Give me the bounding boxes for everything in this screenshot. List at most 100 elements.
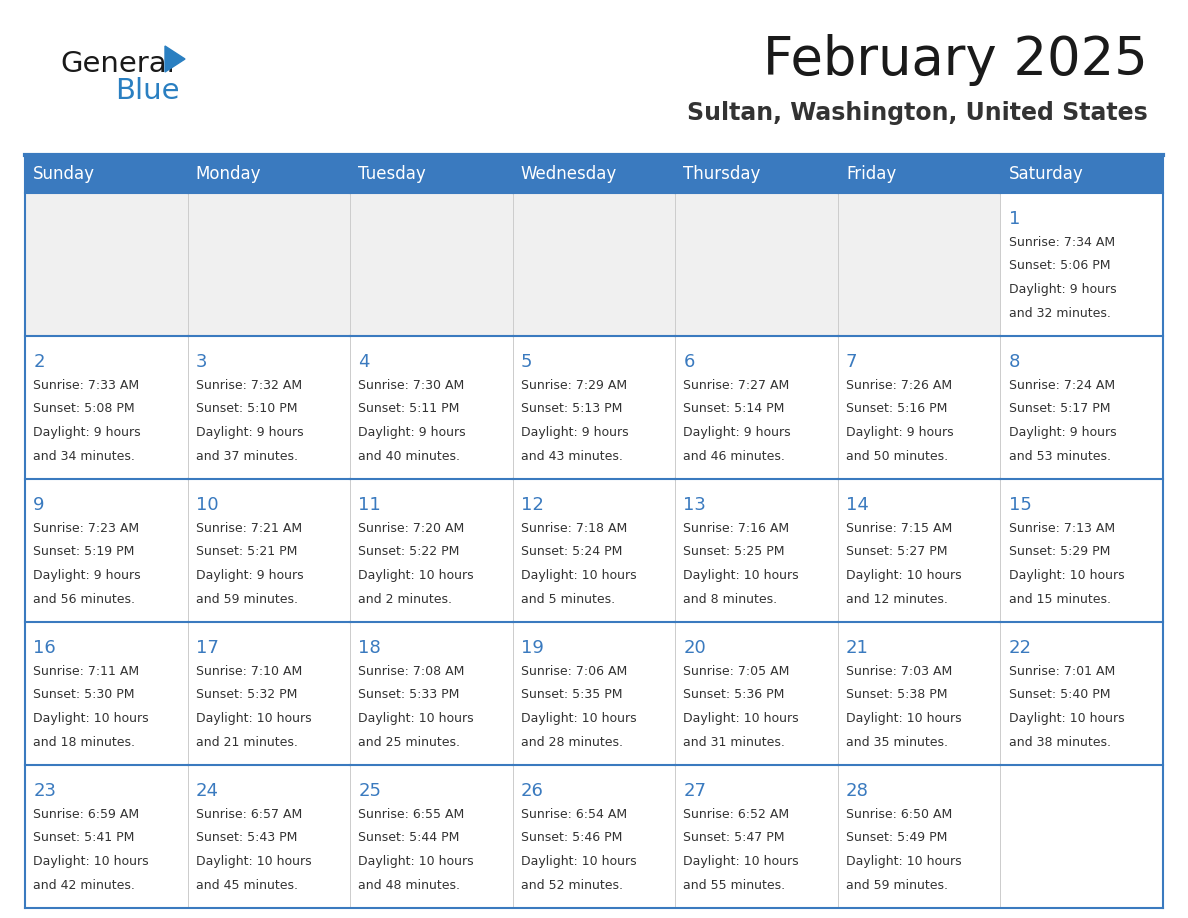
Text: Daylight: 10 hours: Daylight: 10 hours — [520, 712, 637, 725]
Text: 21: 21 — [846, 639, 868, 657]
Text: 22: 22 — [1009, 639, 1031, 657]
Bar — [25, 336, 188, 479]
Bar — [838, 336, 1000, 479]
Text: General: General — [61, 50, 175, 78]
Text: Daylight: 10 hours: Daylight: 10 hours — [1009, 569, 1124, 582]
Text: Sunrise: 7:21 AM: Sunrise: 7:21 AM — [196, 522, 302, 535]
Text: Daylight: 10 hours: Daylight: 10 hours — [520, 569, 637, 582]
Bar — [838, 765, 1000, 908]
Text: Sunrise: 6:55 AM: Sunrise: 6:55 AM — [359, 808, 465, 821]
Bar — [350, 336, 513, 479]
Bar — [838, 155, 1000, 193]
Text: and 25 minutes.: and 25 minutes. — [359, 735, 460, 749]
Text: 18: 18 — [359, 639, 381, 657]
Text: Sunrise: 7:24 AM: Sunrise: 7:24 AM — [1009, 379, 1114, 392]
Text: Friday: Friday — [846, 165, 896, 183]
Text: Sunset: 5:36 PM: Sunset: 5:36 PM — [683, 688, 785, 701]
Text: Daylight: 9 hours: Daylight: 9 hours — [1009, 426, 1117, 439]
Text: Daylight: 9 hours: Daylight: 9 hours — [846, 426, 954, 439]
Bar — [350, 622, 513, 765]
Text: Daylight: 9 hours: Daylight: 9 hours — [359, 426, 466, 439]
Text: and 53 minutes.: and 53 minutes. — [1009, 450, 1111, 463]
Bar — [1000, 622, 1163, 765]
Bar — [188, 193, 350, 336]
Text: and 21 minutes.: and 21 minutes. — [196, 735, 297, 749]
Text: and 43 minutes.: and 43 minutes. — [520, 450, 623, 463]
Text: Sunrise: 7:06 AM: Sunrise: 7:06 AM — [520, 665, 627, 677]
Bar — [838, 193, 1000, 336]
Text: Sunset: 5:27 PM: Sunset: 5:27 PM — [846, 545, 948, 558]
Bar — [188, 479, 350, 622]
Text: and 34 minutes.: and 34 minutes. — [33, 450, 135, 463]
Text: 3: 3 — [196, 353, 207, 371]
Text: Blue: Blue — [115, 77, 179, 105]
Bar — [513, 622, 675, 765]
Text: 23: 23 — [33, 782, 56, 800]
Text: and 5 minutes.: and 5 minutes. — [520, 593, 615, 606]
Text: Sunrise: 6:57 AM: Sunrise: 6:57 AM — [196, 808, 302, 821]
Text: Daylight: 10 hours: Daylight: 10 hours — [683, 855, 800, 868]
Text: Sunrise: 7:10 AM: Sunrise: 7:10 AM — [196, 665, 302, 677]
Text: Daylight: 9 hours: Daylight: 9 hours — [196, 569, 303, 582]
Text: 2: 2 — [33, 353, 45, 371]
Text: Sunset: 5:46 PM: Sunset: 5:46 PM — [520, 832, 623, 845]
Bar — [188, 336, 350, 479]
Bar — [675, 336, 838, 479]
Text: Sunrise: 7:05 AM: Sunrise: 7:05 AM — [683, 665, 790, 677]
Text: Sunrise: 7:26 AM: Sunrise: 7:26 AM — [846, 379, 952, 392]
Text: Sunset: 5:44 PM: Sunset: 5:44 PM — [359, 832, 460, 845]
Text: Sunset: 5:43 PM: Sunset: 5:43 PM — [196, 832, 297, 845]
Text: 26: 26 — [520, 782, 544, 800]
Text: Daylight: 9 hours: Daylight: 9 hours — [196, 426, 303, 439]
Text: Sunrise: 7:29 AM: Sunrise: 7:29 AM — [520, 379, 627, 392]
Text: 7: 7 — [846, 353, 858, 371]
Text: Sunrise: 7:23 AM: Sunrise: 7:23 AM — [33, 522, 139, 535]
Text: Sunrise: 7:34 AM: Sunrise: 7:34 AM — [1009, 236, 1114, 249]
Bar — [188, 155, 350, 193]
Text: and 32 minutes.: and 32 minutes. — [1009, 307, 1111, 319]
Text: and 18 minutes.: and 18 minutes. — [33, 735, 135, 749]
Text: 20: 20 — [683, 639, 706, 657]
Text: Sunset: 5:41 PM: Sunset: 5:41 PM — [33, 832, 134, 845]
Bar — [675, 622, 838, 765]
Bar — [675, 765, 838, 908]
Text: Monday: Monday — [196, 165, 261, 183]
Text: Sunrise: 6:59 AM: Sunrise: 6:59 AM — [33, 808, 139, 821]
Text: 14: 14 — [846, 496, 868, 514]
Text: Sunrise: 7:13 AM: Sunrise: 7:13 AM — [1009, 522, 1114, 535]
Text: Sunrise: 7:01 AM: Sunrise: 7:01 AM — [1009, 665, 1114, 677]
Bar — [25, 155, 188, 193]
Text: Sunrise: 7:03 AM: Sunrise: 7:03 AM — [846, 665, 953, 677]
Text: Sunset: 5:49 PM: Sunset: 5:49 PM — [846, 832, 947, 845]
Text: and 8 minutes.: and 8 minutes. — [683, 593, 777, 606]
Bar — [188, 622, 350, 765]
Bar — [675, 479, 838, 622]
Text: Sunset: 5:08 PM: Sunset: 5:08 PM — [33, 402, 134, 416]
Text: 1: 1 — [1009, 210, 1020, 229]
Text: 10: 10 — [196, 496, 219, 514]
Text: Daylight: 10 hours: Daylight: 10 hours — [846, 855, 961, 868]
Text: Daylight: 10 hours: Daylight: 10 hours — [520, 855, 637, 868]
Bar — [1000, 193, 1163, 336]
Text: 15: 15 — [1009, 496, 1031, 514]
Text: Sunset: 5:40 PM: Sunset: 5:40 PM — [1009, 688, 1110, 701]
Text: and 37 minutes.: and 37 minutes. — [196, 450, 298, 463]
Bar — [513, 479, 675, 622]
Text: Sunset: 5:35 PM: Sunset: 5:35 PM — [520, 688, 623, 701]
Text: Daylight: 10 hours: Daylight: 10 hours — [683, 569, 800, 582]
Bar — [513, 155, 675, 193]
Text: and 12 minutes.: and 12 minutes. — [846, 593, 948, 606]
Text: Sunrise: 7:16 AM: Sunrise: 7:16 AM — [683, 522, 790, 535]
Text: 17: 17 — [196, 639, 219, 657]
Bar — [675, 155, 838, 193]
Text: Daylight: 9 hours: Daylight: 9 hours — [33, 569, 140, 582]
Text: Sunset: 5:19 PM: Sunset: 5:19 PM — [33, 545, 134, 558]
Bar — [350, 479, 513, 622]
Text: 16: 16 — [33, 639, 56, 657]
Text: Daylight: 10 hours: Daylight: 10 hours — [196, 712, 311, 725]
Text: 28: 28 — [846, 782, 868, 800]
Text: Sunrise: 7:11 AM: Sunrise: 7:11 AM — [33, 665, 139, 677]
Text: Sunrise: 6:54 AM: Sunrise: 6:54 AM — [520, 808, 627, 821]
Text: Tuesday: Tuesday — [359, 165, 426, 183]
Text: Sunrise: 7:08 AM: Sunrise: 7:08 AM — [359, 665, 465, 677]
